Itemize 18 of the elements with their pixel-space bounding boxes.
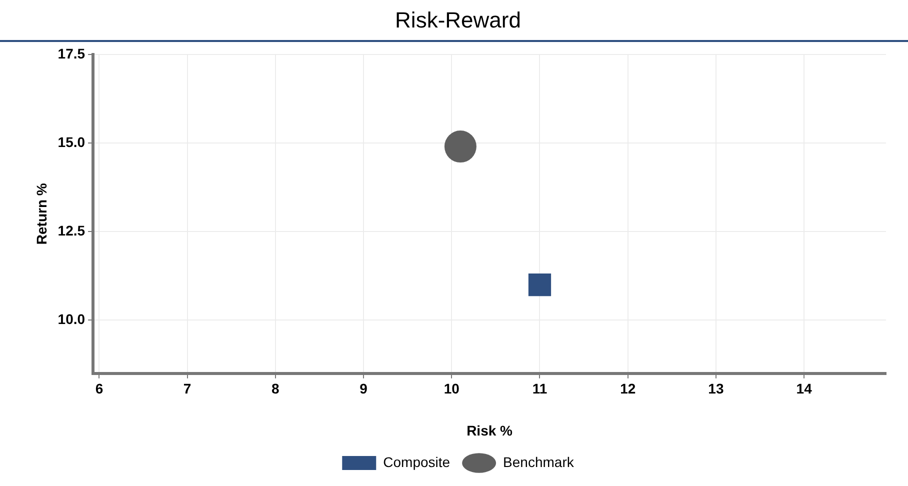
x-tick-label: 6 <box>95 380 104 397</box>
y-tick-label: 17.5 <box>58 45 86 62</box>
y-tick-label: 10.0 <box>58 311 86 328</box>
x-tick-label: 8 <box>272 380 280 397</box>
x-tick-label: 12 <box>620 380 636 397</box>
y-tick-label: 15.0 <box>58 134 86 150</box>
y-axis-title: Return % <box>33 182 50 245</box>
y-tick-label: 12.5 <box>58 222 86 238</box>
x-tick-label: 9 <box>360 380 368 397</box>
x-tick-label: 11 <box>532 380 548 397</box>
chart-title: Risk-Reward <box>395 7 521 32</box>
legend-label: Composite <box>383 454 450 470</box>
x-axis-title: Risk % <box>466 422 514 438</box>
x-tick-label: 13 <box>708 380 724 397</box>
legend-label: Benchmark <box>503 454 575 470</box>
x-tick-label: 10 <box>444 380 460 397</box>
x-tick-label: 14 <box>796 380 812 397</box>
x-tick-label: 7 <box>183 380 192 397</box>
